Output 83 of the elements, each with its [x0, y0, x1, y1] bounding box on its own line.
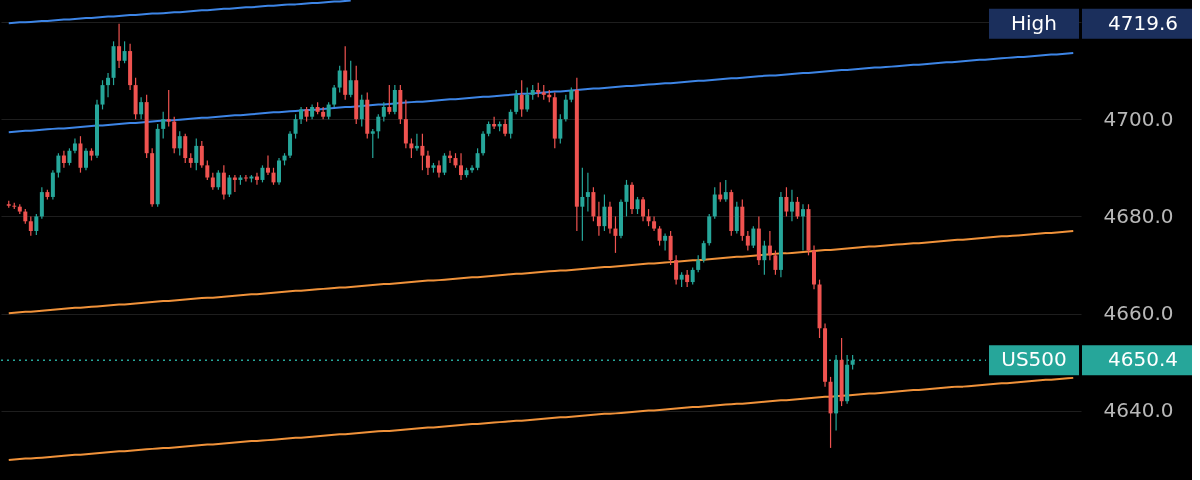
- candlestick: [795, 196, 800, 220]
- candlestick: [508, 108, 513, 140]
- candlestick: [663, 232, 668, 252]
- candlestick: [387, 84, 392, 115]
- candlestick: [293, 113, 298, 140]
- candlestick: [525, 86, 530, 113]
- candlestick: [348, 60, 353, 98]
- candlestick: [199, 140, 204, 169]
- y-tick-label: 4680.0: [1103, 203, 1174, 228]
- candlestick: [227, 174, 232, 198]
- text: 4719.6: [1108, 10, 1178, 35]
- candlestick: [216, 169, 221, 191]
- candlestick: [436, 159, 441, 179]
- line-series: [7, 52, 1075, 134]
- candlestick: [183, 133, 188, 164]
- candlestick: [712, 186, 717, 220]
- candlestick: [624, 179, 629, 218]
- line-series: [7, 230, 1075, 315]
- candlestick: [789, 189, 794, 222]
- candlestick: [100, 79, 105, 111]
- candlestick: [381, 101, 386, 123]
- y-tick-label: 4700.0: [1103, 106, 1174, 131]
- candlestick: [442, 152, 447, 176]
- candlestick: [773, 249, 778, 276]
- candlestick: [56, 152, 61, 179]
- candlestick: [723, 179, 728, 203]
- candlestick: [205, 159, 210, 181]
- candlestick: [409, 138, 414, 159]
- candlestick: [519, 79, 524, 118]
- candlestick: [459, 152, 464, 181]
- candlestick: [475, 147, 480, 171]
- text: 4650.4: [1108, 347, 1178, 372]
- candlestick: [701, 240, 706, 264]
- candlestick: [122, 40, 127, 64]
- candlestick: [563, 94, 568, 123]
- candlestick: [420, 133, 425, 171]
- candlestick: [370, 128, 375, 159]
- candlestick: [657, 225, 662, 247]
- candlestick: [166, 89, 171, 128]
- candlestick: [784, 186, 789, 218]
- candlestick: [641, 196, 646, 222]
- candlestick: [585, 172, 590, 213]
- candlestick: [613, 215, 618, 254]
- candlestick: [337, 65, 342, 93]
- candlestick: [580, 167, 585, 242]
- y-tick-label: 4640.0: [1103, 398, 1174, 423]
- candlestick: [288, 130, 293, 159]
- candlestick: [607, 201, 612, 235]
- line-series: [7, 0, 352, 25]
- candlestick: [674, 254, 679, 286]
- candlestick: [745, 230, 750, 252]
- candlestick: [359, 94, 364, 128]
- candlestick: [481, 130, 486, 157]
- y-tick-label: 4660.0: [1103, 301, 1174, 326]
- candlestick: [767, 230, 772, 261]
- candlestick: [321, 106, 326, 120]
- candlestick: [277, 157, 282, 186]
- candlestick: [83, 147, 88, 171]
- candlestick: [392, 84, 397, 115]
- candlestick: [514, 89, 519, 115]
- candlestick: [558, 113, 563, 145]
- candlestick: [221, 164, 226, 200]
- candlestick: [106, 72, 111, 98]
- candlestick: [34, 213, 39, 236]
- candlestick: [332, 84, 337, 108]
- candlestick: [177, 130, 182, 157]
- candlestick: [596, 201, 601, 237]
- annotation: High: [1011, 10, 1057, 35]
- candlestick: [161, 111, 166, 140]
- candlestick: [751, 225, 756, 249]
- candlestick: [265, 155, 270, 176]
- candlestick: [800, 203, 805, 252]
- candlestick: [117, 23, 122, 69]
- candlestick: [602, 193, 607, 232]
- candlestick: [425, 150, 430, 176]
- candlestick: [28, 215, 33, 237]
- ref-line-label: US500: [1001, 347, 1067, 372]
- candlestick: [139, 96, 144, 120]
- candlestick: [61, 150, 66, 169]
- candlestick: [376, 113, 381, 140]
- candlestick: [762, 240, 767, 276]
- line-series: [7, 376, 1075, 462]
- candlestick: [194, 138, 199, 171]
